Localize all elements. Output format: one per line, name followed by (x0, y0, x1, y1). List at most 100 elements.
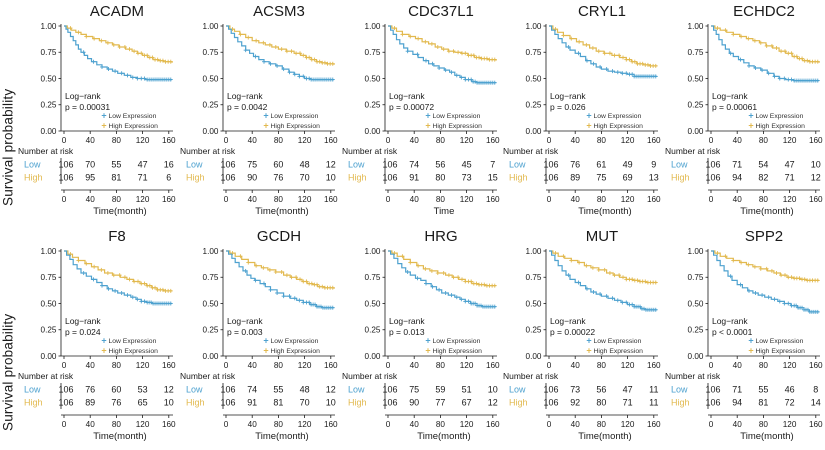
bottom-tick-label: 120 (621, 195, 635, 204)
x-tick-label: 80 (759, 361, 769, 370)
legend-low-marker-icon: + (587, 110, 592, 120)
risk-count-low: 106 (382, 159, 397, 169)
high-expression-curve (387, 25, 497, 62)
bottom-tick-label: 40 (409, 420, 419, 429)
panel-title: F8 (108, 228, 126, 245)
risk-count-low: 61 (597, 159, 607, 169)
x-tick-label: 0 (385, 361, 390, 370)
y-tick-label: 0.50 (526, 299, 542, 308)
risk-row-label-low: Low (509, 159, 526, 169)
legend: + Low Expression+ High Expression (263, 335, 320, 355)
low-expression-curve (225, 25, 335, 82)
risk-count-high: 80 (597, 397, 607, 407)
bottom-tick-label: 0 (385, 420, 390, 429)
x-axis-title: Time(month) (579, 431, 632, 442)
number-at-risk-header: Number at risk (18, 146, 74, 156)
bottom-tick-label: 160 (647, 420, 661, 429)
low-expression-curve (387, 250, 497, 309)
y-tick-label: 0.75 (202, 48, 218, 57)
legend: + Low Expression+ High Expression (425, 335, 482, 355)
y-tick-label: 0.00 (202, 352, 218, 361)
bottom-tick-label: 40 (86, 195, 96, 204)
panel-row-bottom: F8 1.00 0.75 0.50 0.25 0.00 0 40 80 120 160 Log−ran… (16, 225, 825, 450)
p-value: p = 0.00022 (550, 327, 595, 337)
y-tick-label: 0.00 (526, 127, 542, 136)
risk-count-high: 77 (435, 397, 445, 407)
bottom-tick-label: 40 (409, 195, 419, 204)
legend-high-label: High Expression (270, 348, 320, 355)
bottom-tick-label: 0 (224, 420, 229, 429)
y-tick-label: 0.75 (364, 273, 380, 282)
risk-count-low: 74 (409, 159, 419, 169)
risk-count-low: 12 (326, 384, 336, 394)
x-tick-label: 0 (62, 361, 67, 370)
y-tick-label: 0.25 (526, 326, 542, 335)
legend-high-label: High Expression (108, 123, 158, 130)
risk-count-low: 70 (85, 159, 95, 169)
p-value: p = 0.00031 (65, 102, 110, 112)
legend: + Low Expression+ High Expression (263, 110, 320, 130)
bottom-tick-label: 0 (709, 195, 714, 204)
bottom-tick-label: 160 (324, 195, 338, 204)
km-panel-F8: F81.000.750.500.250.000 40 80 120 160Log−ran… (18, 228, 176, 442)
bottom-tick-label: 80 (759, 195, 769, 204)
risk-count-high: 106 (706, 172, 721, 182)
y-tick-label: 1.00 (688, 22, 704, 31)
risk-row-label-high: High (671, 172, 689, 182)
legend-high-marker-icon: + (425, 345, 430, 355)
legend-low-label: Low Expression (108, 338, 156, 345)
y-tick-label: 1.00 (41, 22, 57, 31)
panel-title: MUT (586, 228, 618, 245)
risk-count-low: 11 (650, 384, 659, 394)
risk-count-high: 80 (435, 172, 445, 182)
risk-count-low: 76 (571, 159, 581, 169)
bottom-tick-label: 160 (647, 195, 661, 204)
y-tick-label: 1.00 (526, 22, 542, 31)
x-tick-label: 160 (486, 136, 500, 145)
risk-count-high: 82 (759, 172, 769, 182)
bottom-tick-label: 0 (547, 420, 552, 429)
y-tick-label: 0.25 (41, 101, 57, 110)
risk-count-low: 47 (623, 384, 633, 394)
legend-high-label: High Expression (270, 123, 320, 130)
bottom-tick-label: 40 (733, 420, 743, 429)
x-tick-label: 120 (783, 361, 797, 370)
risk-count-high: 10 (326, 397, 336, 407)
number-at-risk-header: Number at risk (665, 146, 721, 156)
bottom-tick-label: 160 (809, 195, 823, 204)
bottom-tick-label: 40 (571, 420, 581, 429)
risk-count-low: 49 (623, 159, 633, 169)
risk-row-label-high: High (509, 172, 527, 182)
y-tick-label: 0.25 (364, 326, 380, 335)
risk-count-high: 90 (247, 172, 257, 182)
risk-count-high: 76 (111, 397, 121, 407)
risk-count-low: 106 (58, 384, 73, 394)
bottom-tick-label: 120 (298, 420, 312, 429)
risk-count-high: 15 (487, 172, 497, 182)
x-tick-label: 120 (459, 361, 473, 370)
risk-row-label-high: High (671, 397, 689, 407)
y-tick-label: 0.50 (41, 299, 57, 308)
risk-row-label-low: Low (186, 159, 203, 169)
risk-count-high: 95 (85, 172, 95, 182)
legend: + Low Expression+ High Expression (749, 110, 806, 130)
bottom-tick-label: 160 (162, 420, 176, 429)
x-tick-label: 80 (112, 136, 122, 145)
number-at-risk-header: Number at risk (503, 371, 559, 381)
x-tick-label: 120 (621, 361, 635, 370)
risk-count-low: 71 (732, 159, 742, 169)
risk-count-high: 106 (58, 172, 73, 182)
risk-count-low: 106 (58, 159, 73, 169)
risk-count-high: 71 (785, 172, 795, 182)
bottom-tick-label: 120 (783, 195, 797, 204)
panel-title: ACSM3 (253, 3, 305, 20)
logrank-label: Log−rank (712, 316, 748, 326)
bottom-tick-label: 80 (112, 420, 122, 429)
risk-count-low: 106 (706, 159, 721, 169)
risk-count-low: 56 (435, 159, 445, 169)
panel-title: HRG (424, 228, 457, 245)
x-axis-title: Time(month) (740, 206, 793, 217)
